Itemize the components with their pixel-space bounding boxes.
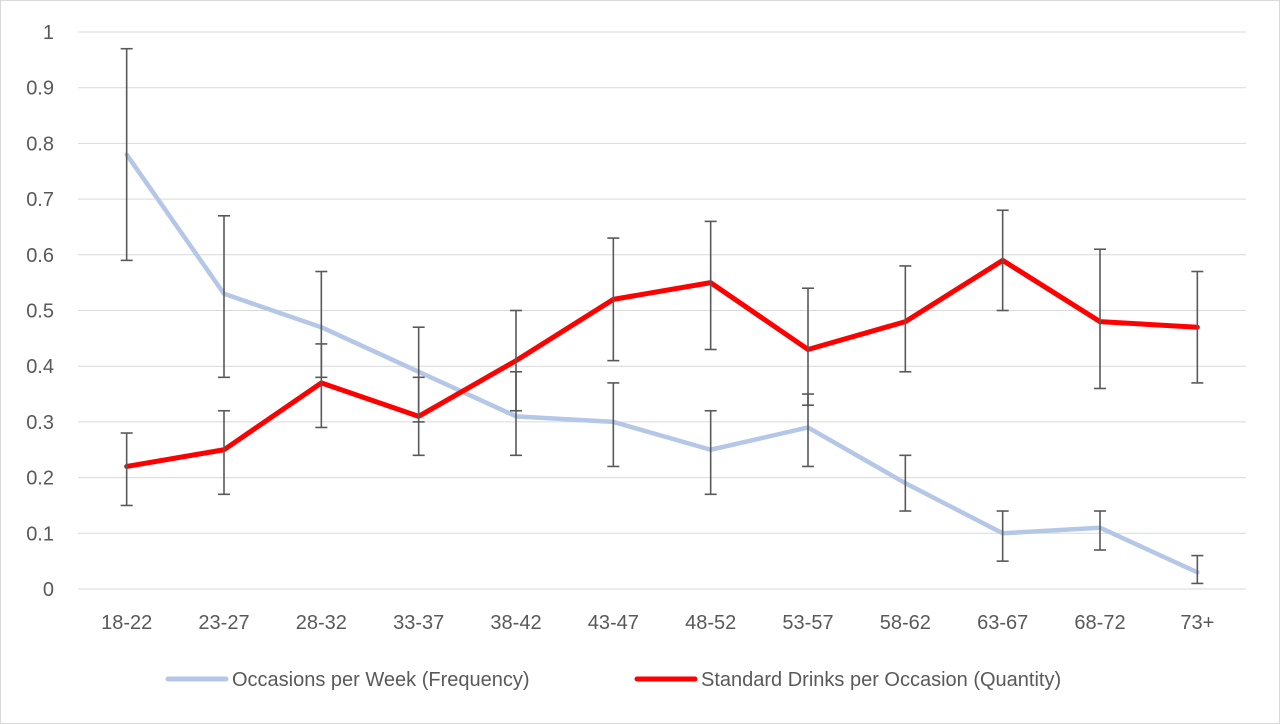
x-tick-label: 43-47 — [588, 612, 639, 634]
x-tick-label: 48-52 — [685, 612, 736, 634]
x-tick-label: 23-27 — [198, 612, 249, 634]
x-tick-label: 18-22 — [101, 612, 152, 634]
legend-label: Standard Drinks per Occasion (Quantity) — [701, 669, 1061, 691]
x-tick-label: 68-72 — [1074, 612, 1125, 634]
y-tick-label: 0.9 — [26, 78, 54, 100]
series-line-1 — [124, 152, 1200, 575]
x-tick-label: 73+ — [1180, 612, 1214, 634]
x-tick-label: 53-57 — [782, 612, 833, 634]
y-tick-label: 0 — [43, 579, 54, 601]
x-tick-label: 33-37 — [393, 612, 444, 634]
x-tick-label: 28-32 — [296, 612, 347, 634]
y-tick-label: 0.1 — [26, 523, 54, 545]
series-line-2 — [124, 257, 1200, 469]
x-tick-label: 58-62 — [880, 612, 931, 634]
y-tick-label: 0.7 — [26, 189, 54, 211]
legend-label: Occasions per Week (Frequency) — [232, 669, 530, 691]
y-tick-label: 0.3 — [26, 412, 54, 434]
x-tick-label: 63-67 — [977, 612, 1028, 634]
y-tick-label: 0.6 — [26, 245, 54, 267]
y-tick-label: 1 — [43, 22, 54, 44]
x-tick-label: 38-42 — [490, 612, 541, 634]
y-tick-label: 0.5 — [26, 301, 54, 323]
y-tick-label: 0.8 — [26, 133, 54, 155]
y-tick-label: 0.2 — [26, 468, 54, 490]
y-tick-label: 0.4 — [26, 356, 54, 378]
